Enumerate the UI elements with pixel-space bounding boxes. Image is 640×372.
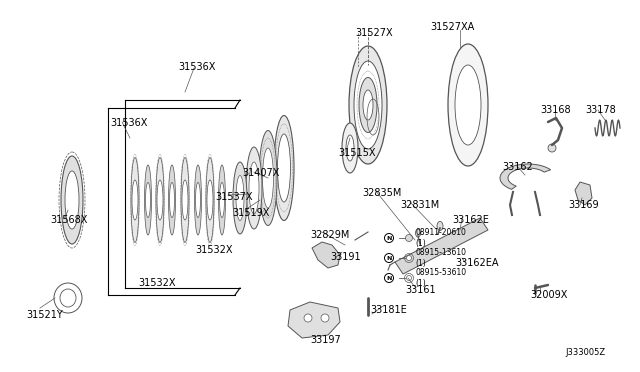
Ellipse shape (262, 148, 273, 208)
Ellipse shape (60, 289, 76, 307)
Ellipse shape (455, 65, 481, 145)
Text: 32831M: 32831M (400, 200, 439, 210)
Polygon shape (395, 218, 488, 274)
Text: 33181E: 33181E (370, 305, 407, 315)
Text: 31532X: 31532X (195, 245, 232, 255)
Text: 33178: 33178 (585, 105, 616, 115)
Ellipse shape (170, 183, 175, 218)
Text: N: N (387, 276, 392, 280)
Ellipse shape (415, 229, 420, 237)
Ellipse shape (246, 147, 262, 229)
Ellipse shape (233, 162, 247, 234)
Text: 31537X: 31537X (215, 192, 253, 202)
Text: 08915-13610
(1): 08915-13610 (1) (415, 248, 466, 268)
Text: 32829M: 32829M (310, 230, 349, 240)
Text: 31407X: 31407X (242, 168, 280, 178)
Text: 31527X: 31527X (355, 28, 392, 38)
Ellipse shape (236, 176, 244, 221)
Ellipse shape (156, 157, 164, 243)
Ellipse shape (548, 144, 556, 152)
Ellipse shape (342, 123, 358, 173)
Ellipse shape (61, 156, 83, 244)
Ellipse shape (354, 61, 382, 149)
Ellipse shape (363, 90, 373, 120)
Ellipse shape (406, 276, 412, 280)
Ellipse shape (145, 165, 152, 235)
Text: 33162: 33162 (502, 162, 532, 172)
Ellipse shape (321, 314, 329, 322)
Text: 32835M: 32835M (362, 188, 401, 198)
Text: 31532X: 31532X (138, 278, 175, 288)
Ellipse shape (448, 44, 488, 166)
Ellipse shape (182, 180, 188, 220)
Ellipse shape (132, 180, 138, 220)
Ellipse shape (157, 180, 163, 220)
Text: 33168: 33168 (540, 105, 571, 115)
Ellipse shape (131, 157, 139, 243)
Text: 33191: 33191 (330, 252, 360, 262)
Ellipse shape (406, 256, 412, 260)
Text: 31515X: 31515X (338, 148, 376, 158)
Text: 33162EA: 33162EA (455, 258, 499, 268)
Ellipse shape (145, 183, 150, 218)
Ellipse shape (206, 157, 214, 243)
Text: 33197: 33197 (310, 335, 340, 345)
Polygon shape (575, 182, 592, 205)
Ellipse shape (168, 165, 175, 235)
Ellipse shape (346, 135, 354, 161)
Ellipse shape (207, 180, 213, 220)
Text: 31519X: 31519X (232, 208, 269, 218)
Ellipse shape (249, 162, 259, 214)
Text: 31568X: 31568X (50, 215, 88, 225)
Text: N: N (387, 256, 392, 260)
Ellipse shape (181, 157, 189, 243)
Ellipse shape (220, 183, 225, 218)
Ellipse shape (274, 115, 294, 221)
Ellipse shape (65, 171, 79, 229)
Ellipse shape (218, 165, 225, 235)
Polygon shape (288, 302, 340, 338)
Text: J333005Z: J333005Z (565, 348, 605, 357)
Ellipse shape (385, 273, 394, 282)
Polygon shape (500, 164, 550, 189)
Ellipse shape (304, 314, 312, 322)
Text: 32009X: 32009X (530, 290, 568, 300)
Ellipse shape (195, 183, 200, 218)
Ellipse shape (349, 46, 387, 164)
Ellipse shape (259, 131, 277, 225)
Ellipse shape (437, 221, 443, 231)
Ellipse shape (406, 234, 413, 241)
Text: 31527XA: 31527XA (430, 22, 474, 32)
Polygon shape (312, 242, 340, 268)
Text: 31536X: 31536X (110, 118, 147, 128)
Text: 33162E: 33162E (452, 215, 489, 225)
Text: 08911-20610
(1): 08911-20610 (1) (415, 228, 466, 248)
Text: 33161: 33161 (405, 285, 436, 295)
Text: 08915-53610
(1): 08915-53610 (1) (415, 268, 466, 288)
Ellipse shape (359, 77, 377, 132)
Ellipse shape (385, 234, 394, 243)
Text: N: N (387, 235, 392, 241)
Text: 33169: 33169 (568, 200, 598, 210)
Ellipse shape (385, 253, 394, 263)
Ellipse shape (278, 134, 291, 202)
Ellipse shape (195, 165, 202, 235)
Text: 31521Y: 31521Y (26, 310, 63, 320)
Text: 31536X: 31536X (178, 62, 216, 72)
